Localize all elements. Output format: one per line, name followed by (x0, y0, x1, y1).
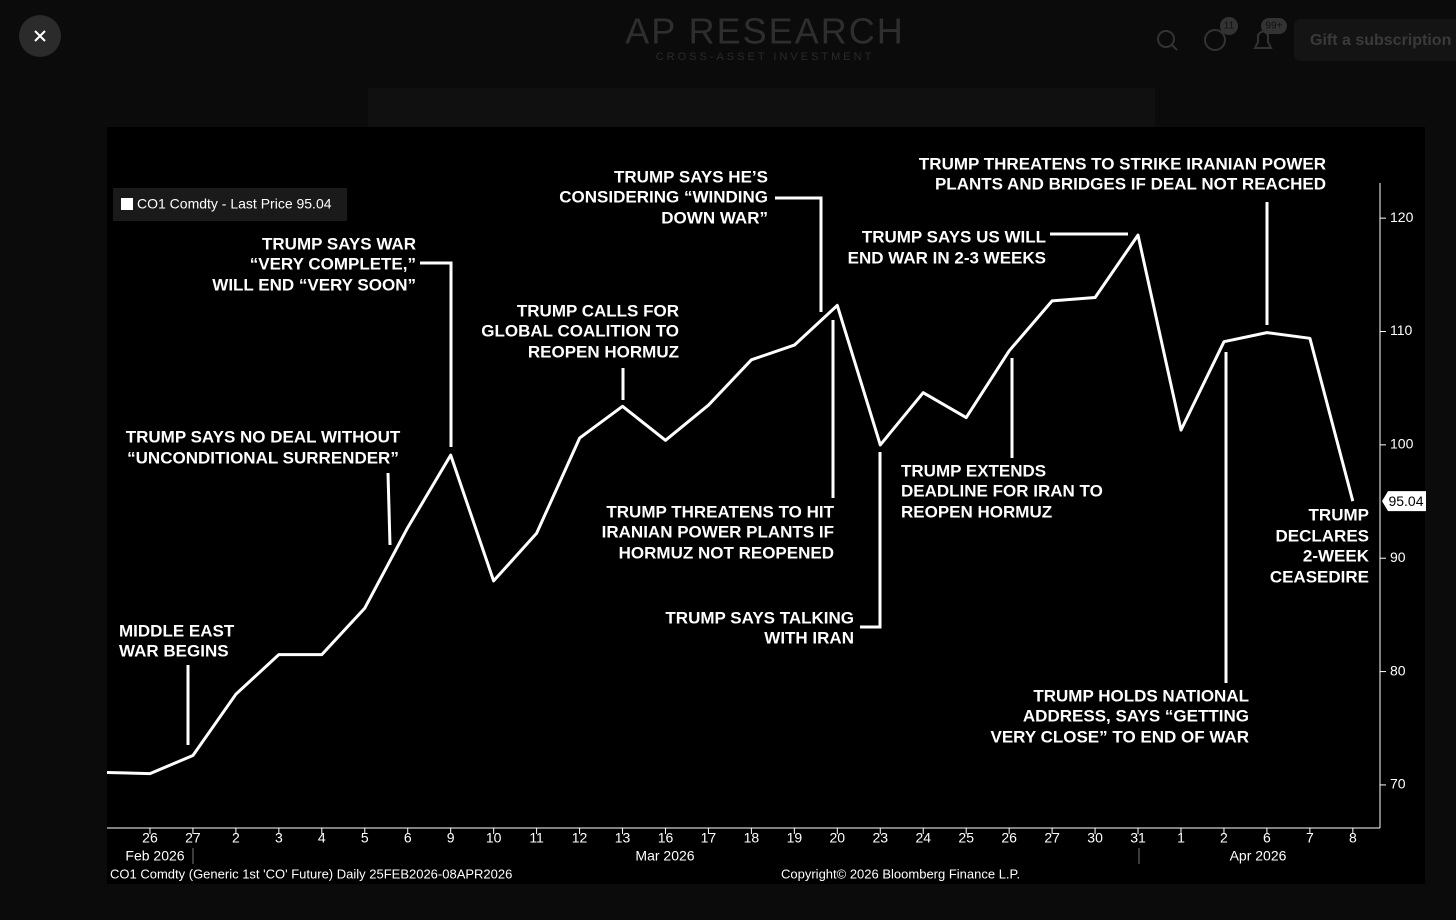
annotation: IRANIAN POWER PLANTS IF (602, 522, 834, 541)
month-label: Feb 2026 (125, 848, 184, 864)
annotation: TRUMP HOLDS NATIONAL (1033, 686, 1249, 705)
annotation: END WAR IN 2-3 WEEKS (848, 248, 1046, 267)
annotation: REOPEN HORMUZ (528, 342, 679, 361)
annotation-leader (775, 196, 823, 312)
x-tick-label: 30 (1087, 830, 1103, 846)
site-header: AP RESEARCH CROSS-ASSET INVESTMENT 11 99… (625, 11, 1456, 63)
y-tick-label: 120 (1390, 209, 1414, 225)
gift-button-label: Gift a subscription (1310, 32, 1451, 49)
gift-button[interactable]: Gift a subscription (1294, 19, 1456, 61)
legend: CO1 Comdty - Last Price 95.04 (113, 188, 347, 221)
y-tick-label: 80 (1390, 662, 1406, 678)
x-tick-label: 9 (447, 830, 455, 846)
annotation: DOWN WAR” (661, 208, 768, 227)
x-tick-label: 24 (915, 830, 931, 846)
annotation: CEASEDIRE (1270, 567, 1369, 586)
x-tick-label: 17 (701, 830, 717, 846)
legend-label: CO1 Comdty - Last Price 95.04 (137, 196, 332, 212)
x-tick-label: 23 (872, 830, 888, 846)
annotation: TRUMP EXTENDS (901, 461, 1046, 480)
x-tick-label: 18 (744, 830, 760, 846)
source-note: CO1 Comdty (Generic 1st 'CO' Future) Dai… (110, 866, 512, 881)
notifications-icon[interactable]: 99+ (1253, 18, 1287, 49)
y-tick-label: 100 (1390, 436, 1414, 452)
x-tick-label: 12 (572, 830, 588, 846)
x-tick-label: 7 (1306, 830, 1314, 846)
annotation: GLOBAL COALITION TO (481, 321, 679, 340)
annotation: ADDRESS, SAYS “GETTING (1023, 706, 1249, 725)
search-icon[interactable] (1157, 30, 1178, 51)
annotation: MIDDLE EAST (119, 621, 235, 640)
month-label: Mar 2026 (635, 848, 694, 864)
y-tick-label: 90 (1390, 549, 1406, 565)
annotation: TRUMP SAYS WAR (262, 234, 416, 253)
x-tick-label: 27 (185, 830, 201, 846)
annotation: CONSIDERING “WINDING (559, 187, 768, 206)
annotation: WILL END “VERY SOON” (212, 275, 416, 294)
x-tick-label: 6 (404, 830, 412, 846)
annotation: TRUMP SAYS NO DEAL WITHOUT (126, 427, 401, 446)
x-tick-label: 26 (142, 830, 158, 846)
chart-image (107, 127, 1425, 884)
x-tick-label: 31 (1130, 830, 1146, 846)
tagline: CROSS-ASSET INVESTMENT (656, 51, 875, 63)
annotation-leader (860, 452, 882, 629)
annotation: TRUMP SAYS TALKING (665, 608, 854, 627)
x-tick-label: 2 (232, 830, 240, 846)
annotation: TRUMP THREATENS TO HIT (606, 502, 834, 521)
x-tick-label: 11 (529, 830, 544, 846)
annotation: “UNCONDITIONAL SURRENDER” (127, 448, 399, 467)
annotation: TRUMP (1309, 505, 1369, 524)
annotation: HORMUZ NOT REOPENED (619, 543, 834, 562)
annotation: DEADLINE FOR IRAN TO (901, 481, 1103, 500)
notifications-badge: 99+ (1266, 21, 1283, 32)
annotation: “VERY COMPLETE,” (250, 254, 416, 273)
x-tick-label: 16 (658, 830, 674, 846)
x-tick-label: 10 (486, 830, 502, 846)
annotation: VERY CLOSE” TO END OF WAR (991, 727, 1250, 746)
y-tick-label: 70 (1390, 776, 1406, 792)
x-tick-label: 2 (1220, 830, 1228, 846)
annotation: TRUMP CALLS FOR (517, 301, 679, 320)
annotation: REOPEN HORMUZ (901, 502, 1052, 521)
x-tick-label: 6 (1263, 830, 1271, 846)
background-image (368, 88, 1155, 128)
legend-swatch (121, 198, 133, 210)
annotation: WITH IRAN (764, 628, 854, 647)
x-tick-label: 26 (1001, 830, 1017, 846)
x-tick-label: 19 (787, 830, 803, 846)
annotation: DECLARES (1275, 526, 1369, 545)
close-button[interactable] (19, 15, 61, 57)
last-price-label: 95.04 (1388, 493, 1423, 509)
messages-icon[interactable]: 11 (1204, 17, 1238, 51)
annotation-leader (386, 472, 392, 546)
y-tick-label: 110 (1390, 322, 1413, 338)
logo: AP RESEARCH (625, 11, 904, 52)
annotation: TRUMP SAYS US WILL (862, 227, 1046, 246)
x-tick-label: 27 (1044, 830, 1060, 846)
annotation: TRUMP SAYS HE’S (614, 167, 768, 186)
x-tick-label: 13 (615, 830, 631, 846)
x-tick-label: 1 (1177, 830, 1185, 846)
x-tick-label: 25 (958, 830, 974, 846)
messages-badge: 11 (1224, 21, 1235, 32)
annotation: WAR BEGINS (119, 641, 229, 660)
annotation: PLANTS AND BRIDGES IF DEAL NOT REACHED (935, 174, 1326, 193)
annotation-leader (420, 261, 453, 447)
annotation: TRUMP THREATENS TO STRIKE IRANIAN POWER (919, 154, 1326, 173)
annotation: 2-WEEK (1303, 546, 1370, 565)
price-line (106, 233, 1355, 776)
copyright: Copyright© 2026 Bloomberg Finance L.P. (781, 866, 1020, 881)
x-tick-label: 3 (275, 830, 283, 846)
x-tick-label: 8 (1349, 830, 1357, 846)
x-tick-label: 4 (318, 830, 326, 846)
last-price-tag (1382, 491, 1426, 512)
x-tick-label: 20 (830, 830, 846, 846)
x-tick-label: 5 (361, 830, 369, 846)
month-label: Apr 2026 (1230, 848, 1287, 864)
